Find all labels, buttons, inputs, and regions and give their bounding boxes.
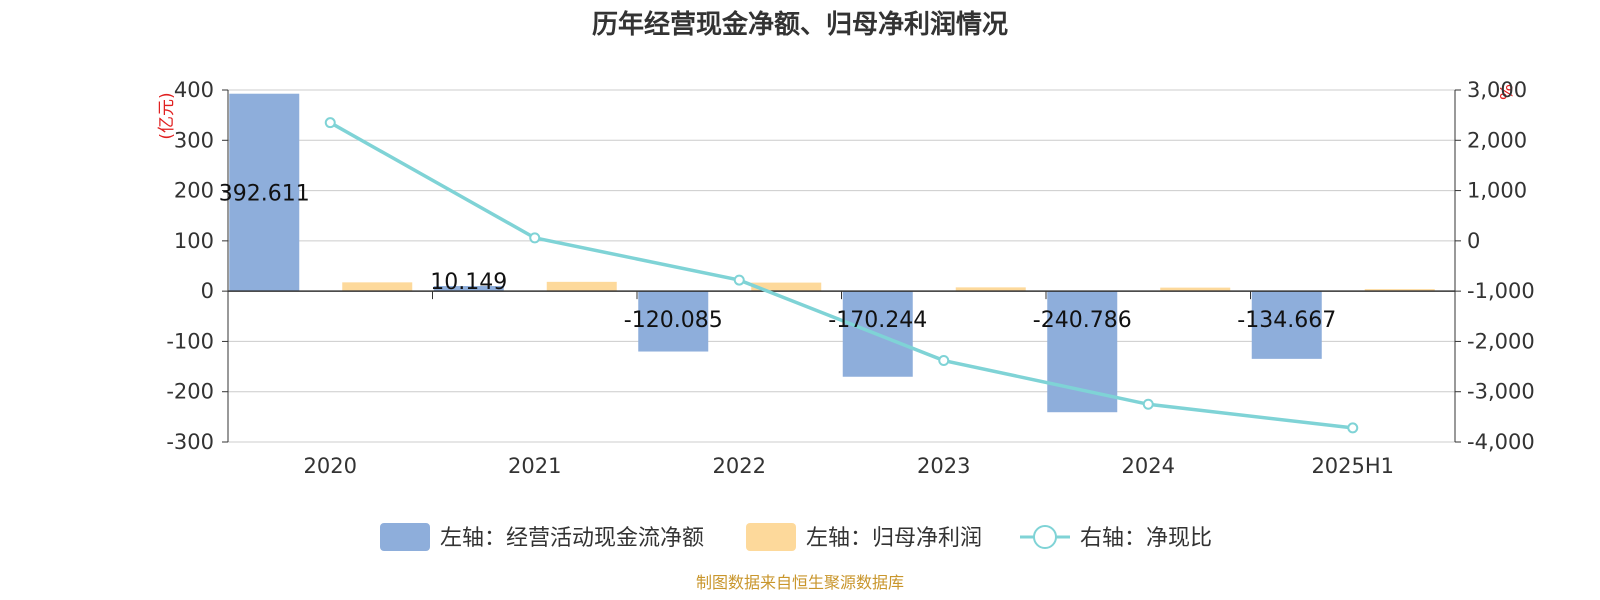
legend-label-ratio: 右轴：净现比: [1080, 526, 1212, 551]
cash-flow-data-label: -120.085: [624, 308, 723, 333]
right-axis-tick-label: -3,000: [1467, 380, 1535, 404]
net-profit-bar: [751, 282, 822, 292]
cash-flow-data-label: 392.611: [219, 181, 310, 206]
ratio-point: [733, 274, 745, 286]
left-axis-tick-label: 100: [174, 229, 214, 253]
cash-flow-data-label: -134.667: [1237, 308, 1336, 333]
net-profit-bar: [1364, 289, 1435, 292]
left-axis-tick-label: 400: [174, 78, 214, 102]
right-axis-unit: %: [1495, 84, 1515, 100]
ratio-line: [329, 121, 1353, 430]
left-axis-tick-label: -200: [166, 380, 214, 404]
legend-label-cash-flow: 左轴：经营活动现金流净额: [440, 526, 704, 551]
left-axis-tick-label: -100: [166, 329, 214, 353]
x-axis-tick-label: 2023: [917, 454, 970, 478]
cash-flow-bar: [229, 93, 300, 292]
cash-flow-bar: [638, 291, 709, 352]
x-axis-tick-label: 2022: [713, 454, 766, 478]
left-axis-tick-label: 200: [174, 179, 214, 203]
cash-flow-data-label: -170.244: [828, 308, 927, 333]
right-axis-tick-label: 1,000: [1467, 179, 1527, 203]
right-axis-tick-label: 3,000: [1467, 78, 1527, 102]
right-axis-tick-label: 2,000: [1467, 128, 1527, 152]
bars: [229, 93, 1435, 413]
x-axis-tick-label: 2020: [304, 454, 357, 478]
x-axis-tick-label: 2025H1: [1311, 454, 1394, 478]
chart-title: 历年经营现金净额、归母净利润情况: [592, 9, 1008, 40]
ratio-point: [1347, 422, 1359, 434]
ratio-line-series: [324, 117, 1359, 434]
data-labels: 392.611 10.149 -120.085 -170.244 -240.786 -13…: [219, 181, 1336, 333]
legend: 左轴：经营活动现金流净额 左轴：归母净利润 右轴：净现比: [380, 523, 1212, 551]
gridlines: [228, 89, 1455, 443]
source-note: 制图数据来自恒生聚源数据库: [696, 573, 904, 592]
right-axis-tick-label: -1,000: [1467, 279, 1535, 303]
net-profit-bar: [1160, 287, 1231, 292]
right-axis-tick-label: 0: [1467, 229, 1480, 253]
x-axis-tick-label: 2021: [508, 454, 561, 478]
ratio-point: [529, 232, 541, 244]
cash-flow-bar: [433, 286, 504, 292]
left-axis-tick-label: -300: [166, 430, 214, 454]
legend-swatch-cash-flow: [380, 523, 430, 551]
right-axis-tick-label: -2,000: [1467, 329, 1535, 353]
legend-swatch-point: [1033, 525, 1057, 549]
legend-label-net-profit: 左轴：归母净利润: [806, 526, 982, 551]
cash-flow-data-label: -240.786: [1033, 308, 1132, 333]
x-axis-tick-label: 2024: [1122, 454, 1175, 478]
net-profit-bar: [955, 287, 1026, 292]
ratio-point: [938, 355, 950, 367]
right-axis-tick-label: -4,000: [1467, 430, 1535, 454]
net-profit-bar: [546, 281, 617, 292]
axes: 400 300 200 100 0 -100 -200 -300 3,000 2,000 1,000…: [166, 78, 1534, 478]
ratio-point: [324, 117, 336, 129]
legend-swatch-net-profit: [746, 523, 796, 551]
left-axis-tick-label: 0: [201, 279, 214, 303]
left-axis-unit: (亿元): [157, 92, 177, 139]
ratio-point: [1142, 398, 1154, 410]
net-profit-bar: [342, 282, 413, 292]
left-axis-tick-label: 300: [174, 128, 214, 152]
cash-flow-bar: [1251, 291, 1322, 359]
cash-flow-bar: [1047, 291, 1118, 413]
cash-flow-data-label: 10.149: [430, 270, 507, 295]
